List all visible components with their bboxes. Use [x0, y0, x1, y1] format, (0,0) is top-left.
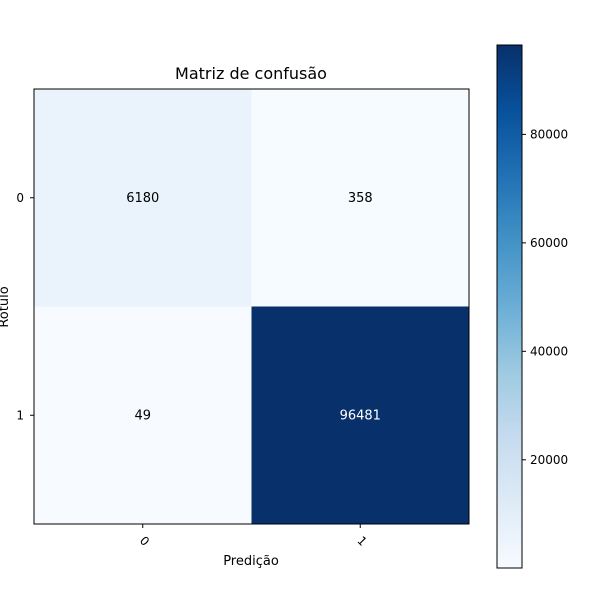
colorbar-frame	[496, 44, 523, 569]
y-tick-label: 0	[16, 191, 24, 205]
x-tick-label: 0	[137, 534, 152, 549]
colorbar-group: 20000 40000 60000 80000	[496, 44, 568, 569]
matrix-group: 6180 358 49 96481	[33, 88, 470, 525]
colorbar-tick-label: 20000	[530, 453, 568, 467]
chart-title: Matriz de confusão	[175, 64, 327, 83]
cell-value-label: 96481	[340, 408, 381, 423]
colorbar-tick-label: 40000	[530, 344, 568, 358]
heatmap-cell-0-0	[34, 89, 252, 307]
cell-value-label: 358	[348, 191, 373, 206]
cell-value-label: 6180	[126, 191, 159, 206]
heatmap-cell-1-1	[251, 306, 469, 524]
colorbar-tick-label: 80000	[530, 127, 568, 141]
x-tick-label: 1	[354, 534, 369, 549]
colorbar-fill	[497, 45, 522, 568]
y-tick-label: 1	[16, 408, 24, 422]
cell-value-label: 49	[134, 408, 151, 423]
heatmap-cell-0-1	[251, 89, 469, 307]
colorbar-tick-label: 60000	[530, 236, 568, 250]
y-axis-label: Rótulo	[0, 286, 12, 327]
x-axis-label: Predição	[223, 554, 279, 569]
matrix-frame	[33, 88, 470, 525]
heatmap-cell-1-0	[34, 306, 252, 524]
